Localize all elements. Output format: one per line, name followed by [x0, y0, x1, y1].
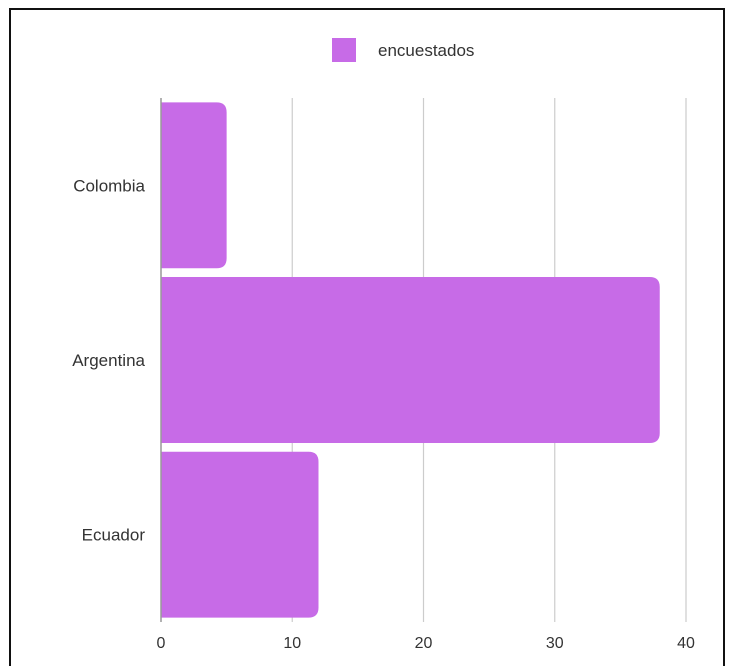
- x-tick-label: 30: [546, 635, 564, 652]
- category-labels: Colombia Argentina Ecuador: [72, 176, 145, 544]
- legend-label: encuestados: [378, 41, 474, 60]
- x-tick-label: 20: [415, 635, 433, 652]
- legend: encuestados: [332, 38, 474, 62]
- bar-ecuador: [161, 451, 319, 618]
- category-label: Ecuador: [82, 526, 146, 545]
- x-tick-label: 0: [157, 635, 166, 652]
- bars: [161, 102, 660, 618]
- x-tick-label: 40: [677, 635, 695, 652]
- bar-argentina: [161, 277, 660, 443]
- legend-swatch: [332, 38, 356, 62]
- x-tick-label: 10: [283, 635, 301, 652]
- x-tick-labels: 0 10 20 30 40: [157, 635, 695, 652]
- category-label: Argentina: [72, 351, 145, 370]
- bar-colombia: [161, 102, 227, 269]
- category-label: Colombia: [73, 176, 145, 195]
